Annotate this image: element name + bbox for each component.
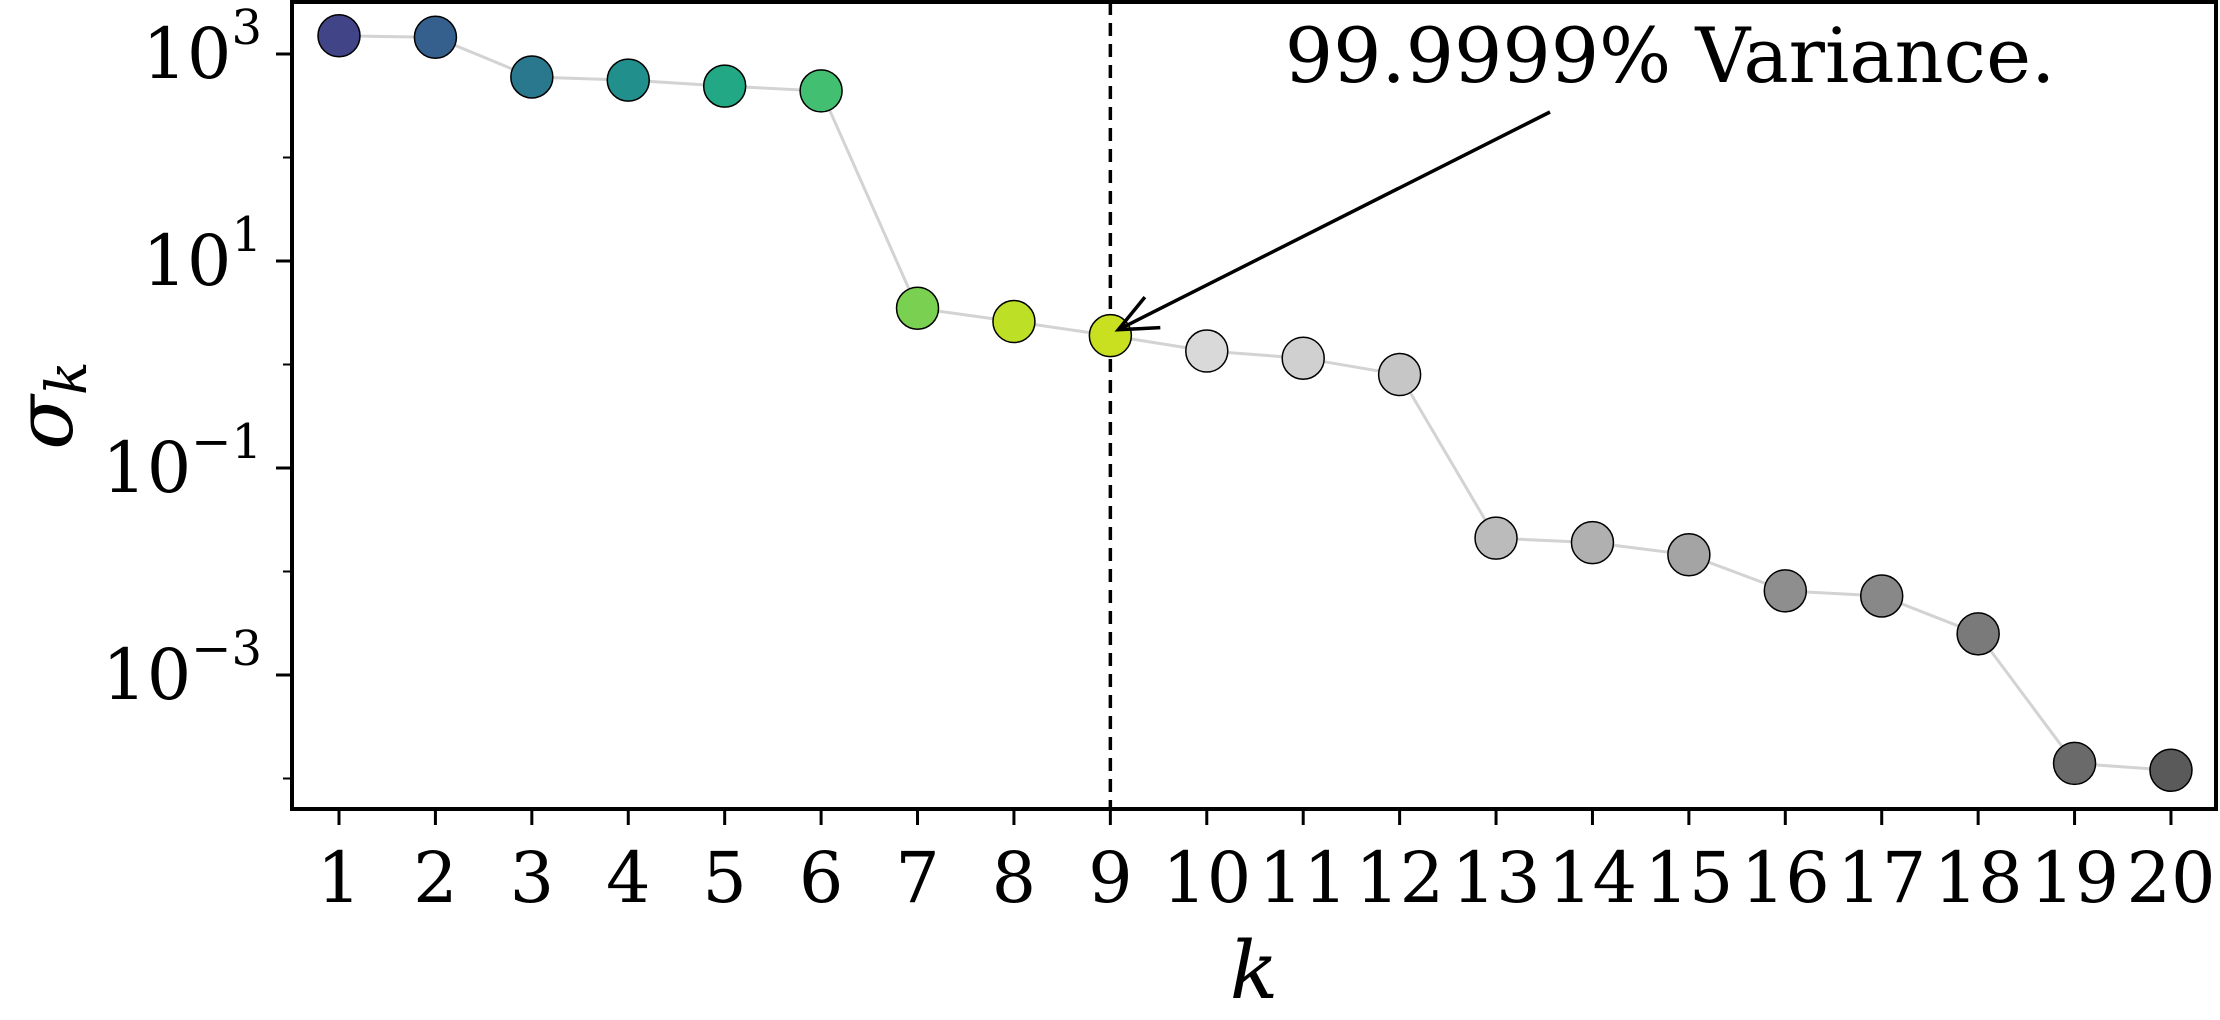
- y-tick-label: 103: [142, 0, 262, 95]
- data-point: [2149, 748, 2193, 793]
- x-tick-label: 6: [799, 837, 844, 919]
- y-axis-label-subscript: k: [35, 361, 100, 395]
- data-point: [2052, 741, 2097, 786]
- x-tick-label: 2: [413, 837, 458, 919]
- y-tick-label: 101: [142, 207, 262, 302]
- data-point: [992, 299, 1036, 344]
- x-tick-label: 10: [1162, 837, 1251, 919]
- x-tick-label: 11: [1259, 837, 1348, 919]
- x-tick-label: 8: [992, 837, 1037, 919]
- y-axis-label: σk: [0, 361, 100, 450]
- x-tick-label: 14: [1548, 837, 1637, 919]
- data-point: [702, 64, 747, 108]
- data-point: [510, 55, 554, 99]
- data-point: [413, 15, 458, 60]
- data-point: [1667, 533, 1711, 577]
- data-point: [1956, 612, 2000, 656]
- data-point: [1185, 329, 1229, 373]
- x-tick-label: 5: [702, 837, 747, 919]
- annotation-arrow: [1114, 110, 1551, 332]
- x-tick-label: 9: [1088, 837, 1133, 919]
- x-tick-label: 3: [510, 837, 555, 919]
- data-point: [895, 286, 940, 330]
- y-axis: 103 101 10−1 10−3: [102, 0, 292, 780]
- annotation-arrow-head: [1114, 295, 1161, 332]
- plot-frame: [290, 0, 2218, 811]
- x-tick-label: 18: [1934, 837, 2023, 919]
- data-point: [1763, 569, 1808, 613]
- x-tick-label: 4: [606, 837, 651, 919]
- annotation-text: 99.9999% Variance.: [1285, 11, 2055, 100]
- series-polyline: [338, 34, 2172, 772]
- x-tick-label: 1: [317, 837, 362, 919]
- x-tick-label: 16: [1741, 837, 1830, 919]
- data-point: [799, 69, 843, 113]
- data-point: [1474, 516, 1518, 560]
- x-tick-label: 20: [2126, 837, 2215, 919]
- variance-annotation: 99.9999% Variance.: [1114, 11, 2055, 332]
- x-axis: 1 2 3 4 5 6 7 8 9 10 11 12 13 14 15 16 17 18 19 20: [317, 809, 2216, 919]
- data-point: [317, 14, 361, 58]
- x-tick-label: 15: [1644, 837, 1733, 919]
- data-point: [1859, 574, 1904, 618]
- x-tick-label: 13: [1452, 837, 1541, 919]
- data-point: [1377, 352, 1422, 397]
- y-tick-label: 10−1: [102, 414, 262, 509]
- x-axis-label: k: [1230, 924, 1278, 1017]
- x-tick-label: 7: [895, 837, 940, 919]
- series-line: [338, 34, 2172, 772]
- x-tick-label: 19: [2030, 837, 2119, 919]
- x-tick-label: 17: [1837, 837, 1926, 919]
- y-axis-label-symbol: σ: [0, 393, 91, 450]
- y-tick-label: 10−3: [102, 621, 262, 716]
- annotation-arrow-shaft: [1117, 110, 1551, 332]
- data-point: [1281, 336, 1325, 380]
- x-tick-label: 12: [1355, 837, 1444, 919]
- data-point: [606, 58, 651, 102]
- data-point: [1570, 520, 1615, 565]
- data-points: [317, 14, 2193, 793]
